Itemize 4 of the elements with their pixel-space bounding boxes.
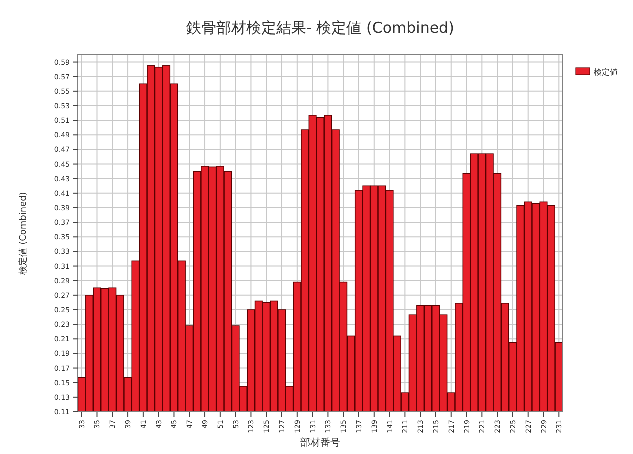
legend-label: 検定値 xyxy=(594,68,618,77)
x-axis-title: 部材番号 xyxy=(300,437,340,449)
y-axis-title: 検定値 (Combined) xyxy=(18,192,29,275)
chart-title: 鉄骨部材検定結果- 検定値 (Combined) xyxy=(186,19,454,37)
